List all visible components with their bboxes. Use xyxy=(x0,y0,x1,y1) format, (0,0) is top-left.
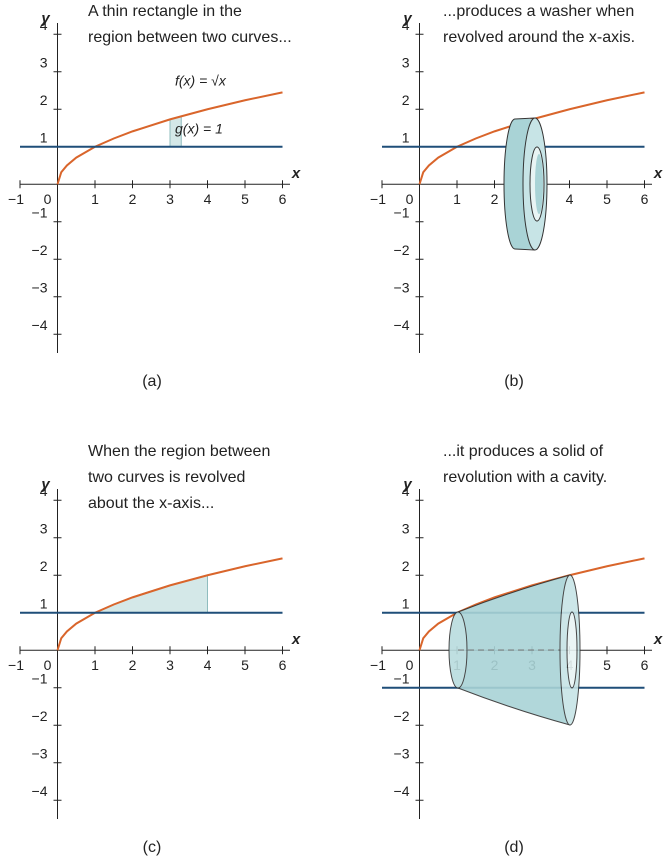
y-tick-label: 3 xyxy=(40,520,48,536)
y-tick-label: 1 xyxy=(40,129,48,145)
annotation: ...it produces a solid of xyxy=(443,443,604,460)
y-tick-label: −1 xyxy=(32,670,48,686)
x-tick-label: 3 xyxy=(166,191,174,207)
x-tick-label: −1 xyxy=(370,191,386,207)
y-tick-label: 3 xyxy=(402,54,410,70)
curve-label: g(x) = 1 xyxy=(175,121,223,137)
annotation: revolved around the x-axis. xyxy=(443,29,635,46)
x-tick-label: −1 xyxy=(370,657,386,673)
x-tick-label: 3 xyxy=(166,657,174,673)
y-tick-label: −1 xyxy=(394,204,410,220)
x-tick-label: 2 xyxy=(129,657,137,673)
caption: (c) xyxy=(143,839,162,856)
annotation: about the x-axis... xyxy=(88,495,214,512)
x-tick-label: 2 xyxy=(491,191,499,207)
x-tick-label: 0 xyxy=(406,191,414,207)
x-axis-label: x xyxy=(291,165,301,182)
y-tick-label: 2 xyxy=(40,558,48,574)
washer xyxy=(503,117,548,251)
y-tick-label: 2 xyxy=(402,92,410,108)
y-tick-label: 1 xyxy=(402,129,410,145)
x-tick-label: 0 xyxy=(44,191,52,207)
y-axis-label: y xyxy=(40,10,50,27)
y-axis-label: y xyxy=(40,476,50,493)
y-tick-label: −2 xyxy=(32,708,48,724)
x-axis-label: x xyxy=(653,631,663,648)
x-tick-label: −1 xyxy=(8,657,24,673)
y-tick-label: −4 xyxy=(32,783,48,799)
x-tick-label: 6 xyxy=(279,191,287,207)
y-tick-label: 4 xyxy=(402,483,410,499)
caption: (a) xyxy=(142,373,162,390)
y-tick-label: 4 xyxy=(402,17,410,33)
x-tick-label: 6 xyxy=(641,191,649,207)
y-axis-label: y xyxy=(402,476,412,493)
y-tick-label: 3 xyxy=(402,520,410,536)
y-tick-label: −3 xyxy=(32,745,48,761)
x-tick-label: 1 xyxy=(453,191,461,207)
annotation: revolution with a cavity. xyxy=(443,469,607,486)
x-tick-label: 5 xyxy=(603,657,611,673)
y-tick-label: 2 xyxy=(402,558,410,574)
curve xyxy=(56,91,283,185)
y-tick-label: −3 xyxy=(32,279,48,295)
curve xyxy=(418,557,645,651)
y-tick-label: −1 xyxy=(394,670,410,686)
x-tick-label: 4 xyxy=(204,191,212,207)
y-tick-label: 2 xyxy=(40,92,48,108)
solid-with-cavity xyxy=(448,574,581,726)
y-tick-label: −2 xyxy=(32,242,48,258)
annotation: ...produces a washer when xyxy=(443,3,634,20)
y-tick-label: −2 xyxy=(394,708,410,724)
y-axis-label: y xyxy=(402,10,412,27)
y-tick-label: −4 xyxy=(394,317,410,333)
shaded-region xyxy=(94,574,208,614)
x-tick-label: 4 xyxy=(566,191,574,207)
x-tick-label: 0 xyxy=(406,657,414,673)
y-tick-label: −3 xyxy=(394,745,410,761)
curve-label: f(x) = √x xyxy=(175,73,227,89)
x-axis-label: x xyxy=(291,631,301,648)
y-tick-label: −4 xyxy=(32,317,48,333)
y-tick-label: −2 xyxy=(394,242,410,258)
y-tick-label: 1 xyxy=(40,595,48,611)
annotation: two curves is revolved xyxy=(88,469,245,486)
annotation: region between two curves... xyxy=(88,29,292,46)
y-tick-label: 4 xyxy=(40,17,48,33)
x-tick-label: 1 xyxy=(91,657,99,673)
x-tick-label: 5 xyxy=(241,657,249,673)
x-tick-label: 2 xyxy=(129,191,137,207)
y-tick-label: 1 xyxy=(402,595,410,611)
caption: (b) xyxy=(504,373,524,390)
y-tick-label: 3 xyxy=(40,54,48,70)
x-tick-label: 6 xyxy=(279,657,287,673)
x-tick-label: 6 xyxy=(641,657,649,673)
caption: (d) xyxy=(504,839,524,856)
x-tick-label: 5 xyxy=(603,191,611,207)
x-tick-label: 1 xyxy=(91,191,99,207)
y-tick-label: −1 xyxy=(32,204,48,220)
x-axis-label: x xyxy=(653,165,663,182)
x-tick-label: 4 xyxy=(204,657,212,673)
annotation: A thin rectangle in the xyxy=(88,3,242,20)
curve xyxy=(56,557,283,651)
y-tick-label: 4 xyxy=(40,483,48,499)
x-tick-label: 5 xyxy=(241,191,249,207)
y-tick-label: −4 xyxy=(394,783,410,799)
y-tick-label: −3 xyxy=(394,279,410,295)
x-tick-label: 0 xyxy=(44,657,52,673)
x-tick-label: −1 xyxy=(8,191,24,207)
annotation: When the region between xyxy=(88,443,270,460)
curve xyxy=(418,91,645,185)
